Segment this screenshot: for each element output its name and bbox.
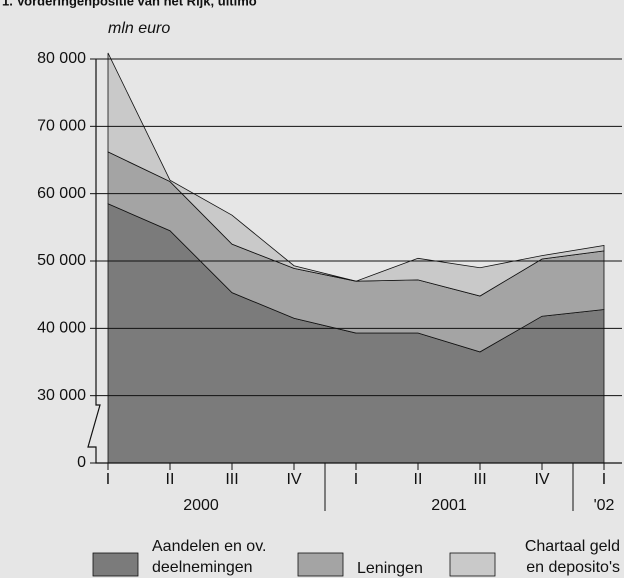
y-tick-label: 60 000 — [37, 185, 86, 202]
legend-label: Leningen — [357, 560, 423, 577]
x-tick-label: III — [225, 471, 238, 488]
x-tick-label: II — [166, 471, 175, 488]
x-tick-label: I — [354, 471, 358, 488]
legend-swatch — [297, 552, 344, 577]
legend-swatch — [92, 552, 139, 577]
y-tick-label: 80 000 — [37, 50, 86, 67]
legend-label: Aandelen en ov. deelnemingen — [152, 538, 266, 576]
x-tick-label: III — [473, 471, 486, 488]
group-label: 2001 — [431, 497, 467, 514]
group-label: 2000 — [183, 497, 219, 514]
legend: Aandelen en ov. deelnemingen Leningen Chart… — [92, 538, 620, 577]
group-label: '02 — [594, 497, 615, 514]
area — [107, 52, 605, 297]
y-tick-label: 70 000 — [37, 118, 86, 135]
x-tick-label: II — [414, 471, 423, 488]
x-tick-label: IV — [286, 471, 301, 488]
y-axis-label: mln euro — [108, 20, 170, 37]
legend-label: Chartaal geld en deposito's — [525, 538, 620, 576]
x-tick-label: I — [602, 471, 606, 488]
legend-swatch — [449, 552, 496, 577]
x-tick-label: IV — [534, 471, 549, 488]
y-tick-label: 40 000 — [37, 320, 86, 337]
y-tick-label: 50 000 — [37, 252, 86, 269]
x-tick-label: I — [106, 471, 110, 488]
chart-title: 1. Vorderingenpositie van het Rijk, ulti… — [2, 0, 257, 8]
y-tick-label: 30 000 — [37, 387, 86, 404]
y-tick-label: 0 — [77, 454, 86, 471]
